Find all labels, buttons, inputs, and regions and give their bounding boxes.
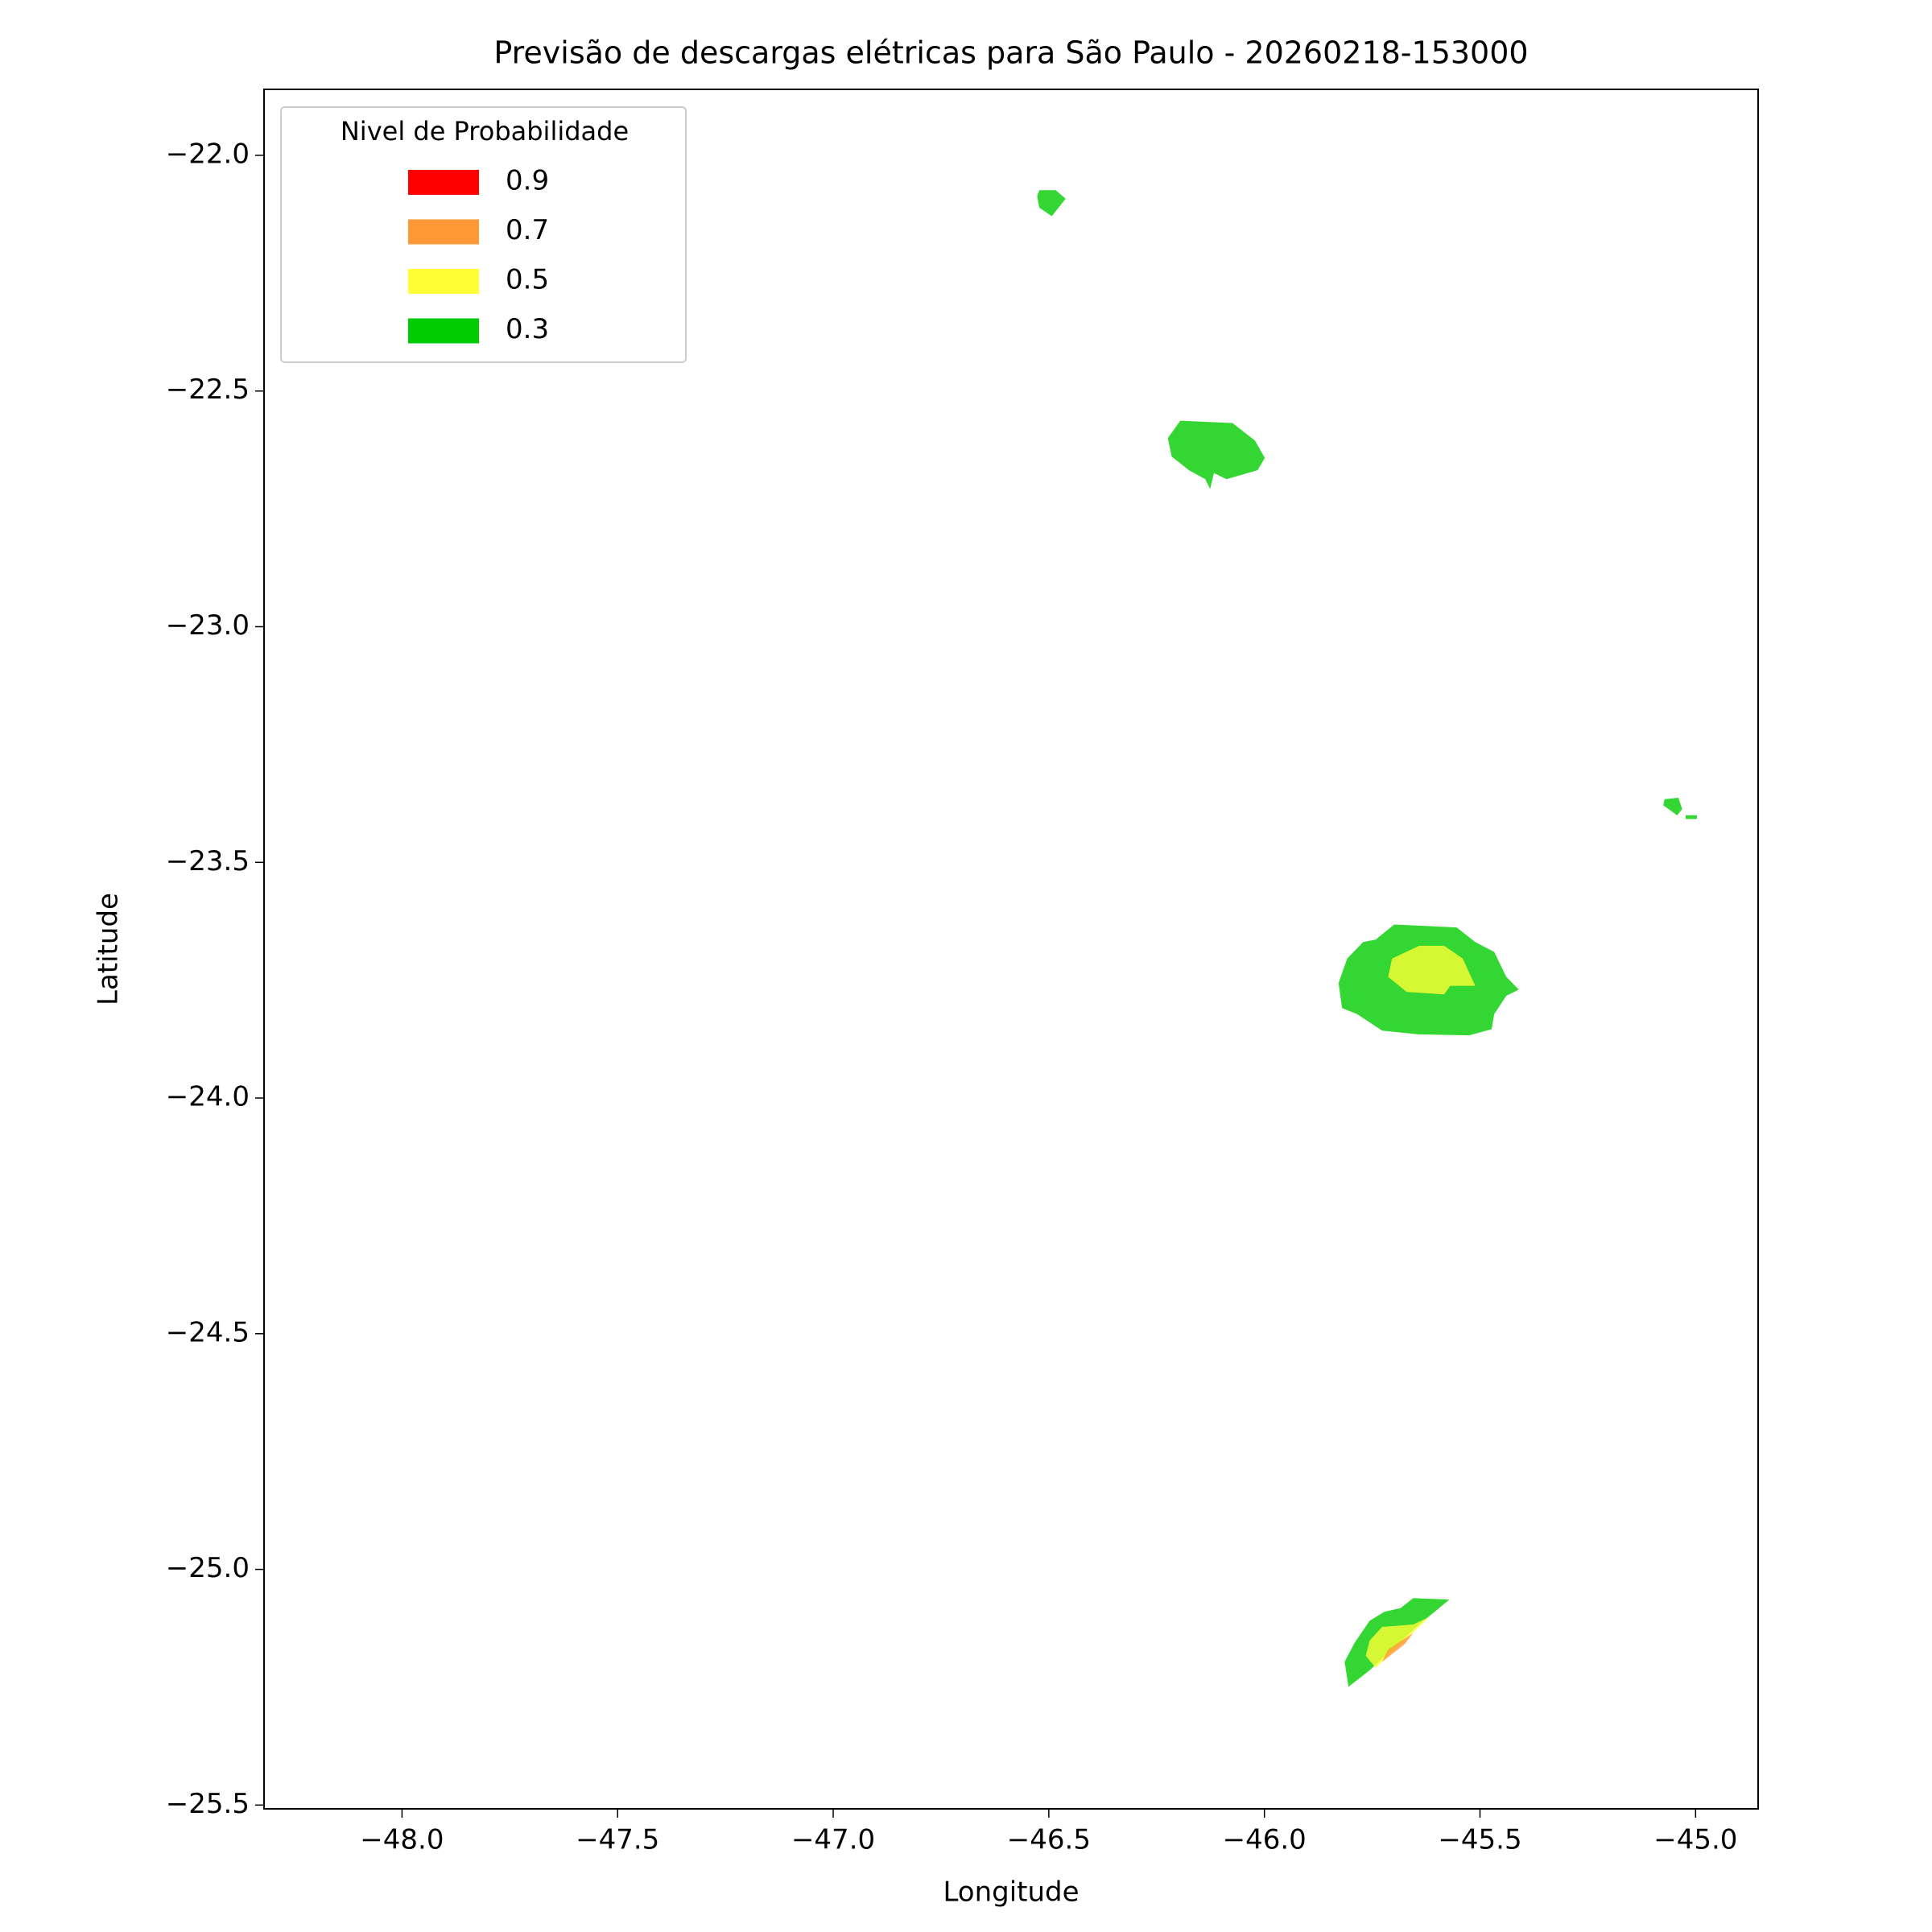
x-tick-label: −46.5: [1007, 1824, 1091, 1856]
plot-frame: [263, 89, 1759, 1810]
y-tick-label: −22.0: [166, 138, 250, 170]
contour-region: [1167, 420, 1265, 489]
legend-swatch: [408, 269, 479, 294]
y-tick-label: −24.0: [166, 1081, 250, 1113]
x-tick-label: −47.5: [576, 1824, 659, 1856]
y-axis-label: Latitude: [93, 893, 125, 1005]
x-tick-label: −45.5: [1438, 1824, 1521, 1856]
legend-box: [280, 106, 687, 363]
y-tick-label: −25.0: [166, 1552, 250, 1584]
contour-region: [1663, 798, 1682, 815]
x-tick-label: −46.0: [1223, 1824, 1307, 1856]
contour-region: [1037, 190, 1066, 217]
legend-label: 0.3: [506, 313, 549, 345]
legend-swatch: [408, 170, 479, 195]
x-tick-label: −45.0: [1653, 1824, 1737, 1856]
legend-swatch: [408, 318, 479, 344]
contour-region: [1686, 815, 1697, 819]
legend-label: 0.9: [506, 165, 549, 197]
contour-region: [1388, 945, 1476, 995]
legend-title: Nivel de Probabilidade: [341, 116, 629, 147]
x-tick-label: −47.0: [791, 1824, 875, 1856]
chart-title: Previsão de descargas elétricas para São…: [493, 35, 1528, 71]
y-tick-label: −22.5: [166, 374, 250, 406]
contour-region: [1365, 1616, 1430, 1668]
y-tick-label: −24.5: [166, 1316, 250, 1348]
legend-swatch: [408, 219, 479, 245]
y-tick-label: −23.0: [166, 609, 250, 642]
x-axis-label: Longitude: [943, 1876, 1079, 1909]
contour-region: [1381, 1633, 1414, 1662]
y-tick-label: −23.5: [166, 845, 250, 877]
x-tick-label: −48.0: [360, 1824, 444, 1856]
legend-label: 0.5: [506, 264, 549, 296]
legend-label: 0.7: [506, 214, 549, 246]
y-tick-label: −25.5: [166, 1788, 250, 1820]
